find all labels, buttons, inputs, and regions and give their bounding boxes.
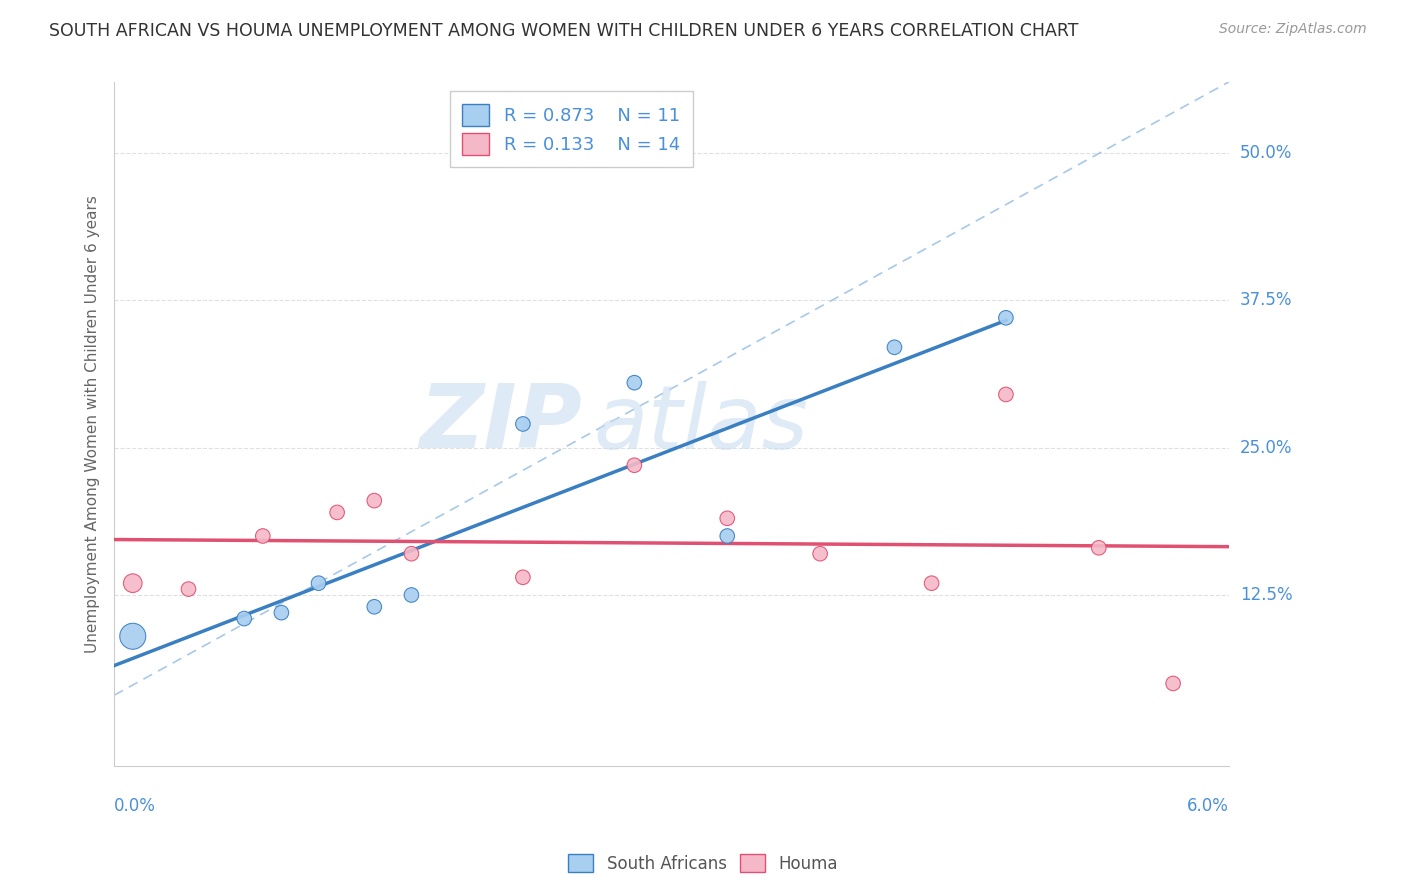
- Text: SOUTH AFRICAN VS HOUMA UNEMPLOYMENT AMONG WOMEN WITH CHILDREN UNDER 6 YEARS CORR: SOUTH AFRICAN VS HOUMA UNEMPLOYMENT AMON…: [49, 22, 1078, 40]
- Point: [121, 629, 143, 643]
- Legend: South Africans, Houma: South Africans, Houma: [561, 847, 845, 880]
- Text: 6.0%: 6.0%: [1187, 797, 1229, 814]
- Point: [363, 599, 385, 614]
- Legend: R = 0.873    N = 11, R = 0.133    N = 14: R = 0.873 N = 11, R = 0.133 N = 14: [450, 91, 693, 168]
- Text: 12.5%: 12.5%: [1240, 586, 1292, 604]
- Point: [1088, 541, 1111, 555]
- Point: [121, 576, 143, 591]
- Point: [716, 511, 738, 525]
- Point: [921, 576, 943, 591]
- Point: [512, 570, 534, 584]
- Text: 0.0%: 0.0%: [114, 797, 156, 814]
- Text: 25.0%: 25.0%: [1240, 439, 1292, 457]
- Point: [716, 529, 738, 543]
- Point: [994, 310, 1017, 325]
- Point: [177, 582, 200, 596]
- Point: [994, 387, 1017, 401]
- Text: 37.5%: 37.5%: [1240, 291, 1292, 310]
- Y-axis label: Unemployment Among Women with Children Under 6 years: Unemployment Among Women with Children U…: [86, 195, 100, 653]
- Point: [401, 588, 423, 602]
- Point: [308, 576, 330, 591]
- Point: [326, 505, 349, 519]
- Point: [808, 547, 831, 561]
- Point: [252, 529, 274, 543]
- Point: [883, 340, 905, 354]
- Text: ZIP: ZIP: [419, 381, 582, 467]
- Point: [270, 606, 292, 620]
- Point: [623, 458, 645, 473]
- Text: atlas: atlas: [593, 381, 808, 467]
- Text: 50.0%: 50.0%: [1240, 144, 1292, 161]
- Point: [401, 547, 423, 561]
- Text: Source: ZipAtlas.com: Source: ZipAtlas.com: [1219, 22, 1367, 37]
- Point: [512, 417, 534, 431]
- Point: [623, 376, 645, 390]
- Point: [363, 493, 385, 508]
- Point: [233, 611, 256, 625]
- Point: [1161, 676, 1184, 690]
